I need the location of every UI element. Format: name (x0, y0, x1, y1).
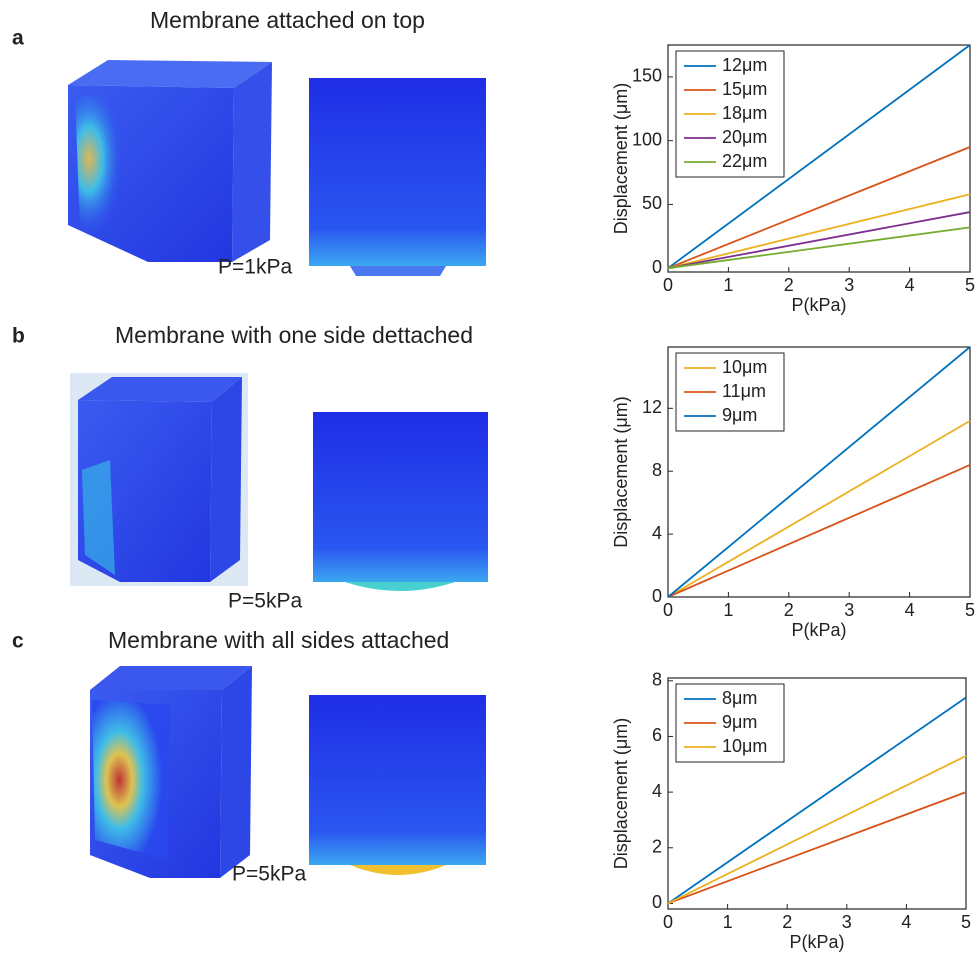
legend-label: 18μm (722, 103, 767, 123)
legend-label: 9μm (722, 712, 757, 732)
x-tick-label: 3 (842, 912, 852, 932)
cube-render (70, 373, 248, 586)
panel-label: c (12, 630, 24, 653)
legend-label: 9μm (722, 405, 757, 425)
legend-label: 22μm (722, 151, 767, 171)
y-axis-label: Displacement (μm) (611, 718, 631, 869)
legend-label: 10μm (722, 736, 767, 756)
y-tick-label: 4 (652, 781, 662, 801)
series-line (667, 211, 971, 270)
series-line (667, 226, 971, 270)
y-tick-label: 100 (632, 129, 662, 149)
y-axis-label: Displacement (μm) (611, 396, 631, 547)
x-tick-label: 5 (961, 912, 971, 932)
x-tick-label: 5 (965, 275, 975, 295)
y-tick-label: 8 (652, 460, 662, 480)
series-line (667, 44, 971, 269)
panel-label: a (12, 27, 24, 50)
x-tick-label: 3 (844, 275, 854, 295)
y-tick-label: 50 (642, 193, 662, 213)
legend-label: 11μm (722, 381, 766, 401)
y-tick-label: 150 (632, 66, 662, 86)
series-line (667, 346, 971, 598)
series-line (667, 420, 971, 598)
pressure-label: P=1kPa (218, 256, 292, 279)
x-axis-label: P(kPa) (791, 295, 846, 315)
y-tick-label: 0 (652, 257, 662, 277)
series-line (667, 791, 967, 905)
y-tick-label: 4 (652, 523, 662, 543)
y-axis-label: Displacement (μm) (611, 83, 631, 234)
x-tick-label: 0 (663, 912, 673, 932)
y-tick-label: 0 (652, 586, 662, 606)
section-render (313, 412, 488, 591)
x-tick-label: 2 (784, 275, 794, 295)
legend-label: 10μm (722, 357, 767, 377)
x-tick-label: 3 (844, 600, 854, 620)
series-line (667, 696, 967, 905)
series-line (667, 193, 971, 270)
panel-label: b (12, 325, 25, 348)
y-tick-label: 6 (652, 725, 662, 745)
section-render (309, 78, 486, 276)
cube-render (90, 666, 252, 878)
x-tick-label: 2 (784, 600, 794, 620)
x-tick-label: 4 (901, 912, 911, 932)
legend-label: 8μm (722, 688, 757, 708)
legend-label: 15μm (722, 79, 767, 99)
panel-title: Membrane with one side dettached (115, 322, 473, 348)
x-tick-label: 5 (965, 600, 975, 620)
legend-label: 12μm (722, 55, 767, 75)
x-tick-label: 1 (723, 275, 733, 295)
x-axis-label: P(kPa) (789, 932, 844, 952)
legend-label: 20μm (722, 127, 767, 147)
series-line (667, 464, 971, 598)
y-tick-label: 2 (652, 837, 662, 857)
pressure-label: P=5kPa (232, 863, 306, 886)
x-axis-label: P(kPa) (791, 620, 846, 640)
x-tick-label: 2 (782, 912, 792, 932)
x-tick-label: 0 (663, 600, 673, 620)
panel-title: Membrane with all sides attached (108, 627, 449, 653)
y-tick-label: 0 (652, 892, 662, 912)
section-render (309, 695, 486, 875)
cube-render (68, 60, 272, 262)
x-tick-label: 1 (723, 912, 733, 932)
series-line (667, 146, 971, 270)
panel-title: Membrane attached on top (150, 7, 425, 33)
x-tick-label: 0 (663, 275, 673, 295)
x-tick-label: 1 (723, 600, 733, 620)
x-tick-label: 4 (905, 275, 915, 295)
series-line (667, 755, 967, 905)
y-tick-label: 8 (652, 670, 662, 690)
y-tick-label: 12 (642, 397, 662, 417)
x-tick-label: 4 (905, 600, 915, 620)
pressure-label: P=5kPa (228, 590, 302, 613)
